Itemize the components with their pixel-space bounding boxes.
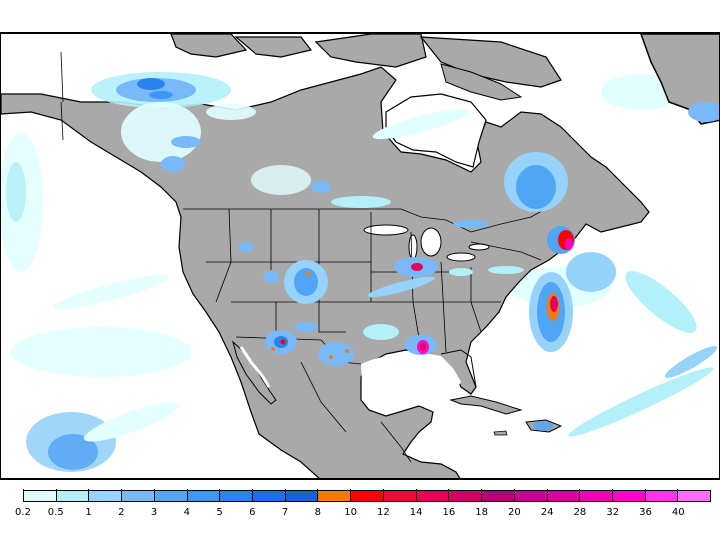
map-canvas — [1, 34, 719, 478]
colorbar-tick-label: 28 — [573, 507, 587, 518]
colorbar-tick-label: 14 — [409, 507, 423, 518]
colorbar-bin — [579, 489, 613, 501]
colorbar-tick-label: 40 — [671, 507, 685, 518]
colorbar-tick-label: 0.5 — [47, 507, 64, 518]
colorbar-bin — [677, 489, 711, 501]
colorbar-tick-label: 6 — [249, 507, 256, 518]
colorbar-bin — [644, 489, 679, 501]
precipitation-map — [0, 32, 720, 480]
colorbar-bin — [219, 489, 254, 501]
pacific-precip — [1, 132, 191, 472]
colorbar-tick-label: 36 — [639, 507, 652, 518]
colorbar-bin — [121, 489, 155, 501]
colorbar-tick-label: 4 — [183, 507, 190, 518]
colorbar-tick-label: 3 — [150, 507, 158, 518]
colorbar-bin — [23, 489, 57, 501]
colorbar-bin — [55, 489, 90, 501]
colorbar-bin — [513, 489, 548, 501]
colorbar-bin — [415, 489, 450, 501]
colorbar-tick-label: 16 — [442, 507, 456, 518]
colorbar-labels: 0.2 0.5 1 2 3 4 5 6 7 8 10 12 14 16 18 20 24 28 32 36 40 — [15, 507, 711, 521]
colorbar-tick-label: 20 — [508, 507, 521, 518]
colorbar-bin — [284, 489, 319, 501]
colorbar-bin — [382, 489, 417, 501]
colorbar-bin — [350, 489, 384, 501]
colorbar-tick-label: 24 — [540, 507, 554, 518]
colorbar-tick-label: 8 — [314, 507, 322, 518]
colorbar-tick-label: 5 — [216, 507, 223, 518]
colorbar-bin — [317, 489, 352, 501]
colorbar-bin — [481, 489, 515, 501]
colorbar-bin — [186, 489, 221, 501]
colorbar-bin — [448, 489, 483, 501]
atlantic-precip — [511, 74, 718, 437]
colorbar-tick-label: 18 — [475, 507, 489, 518]
colorbar-tick-label: 7 — [281, 507, 289, 518]
colorbar-tick-label: 10 — [344, 507, 357, 518]
colorbar-bin — [546, 489, 581, 501]
colorbar-bin — [153, 489, 188, 501]
colorbar-tick-label: 0.2 — [15, 507, 31, 518]
colorbar-tick-label: 2 — [118, 507, 125, 518]
colorbar-tick-label: 1 — [85, 507, 92, 518]
colorbar-bin — [252, 489, 286, 501]
colorbar-tick-label: 32 — [606, 507, 620, 518]
colorbar-bin — [611, 489, 646, 501]
colorbar-tick-label: 12 — [377, 507, 390, 518]
precipitation-colorbar — [23, 489, 711, 502]
colorbar-bin — [88, 489, 123, 501]
us-precip — [238, 226, 575, 366]
canada-precip — [91, 72, 568, 228]
